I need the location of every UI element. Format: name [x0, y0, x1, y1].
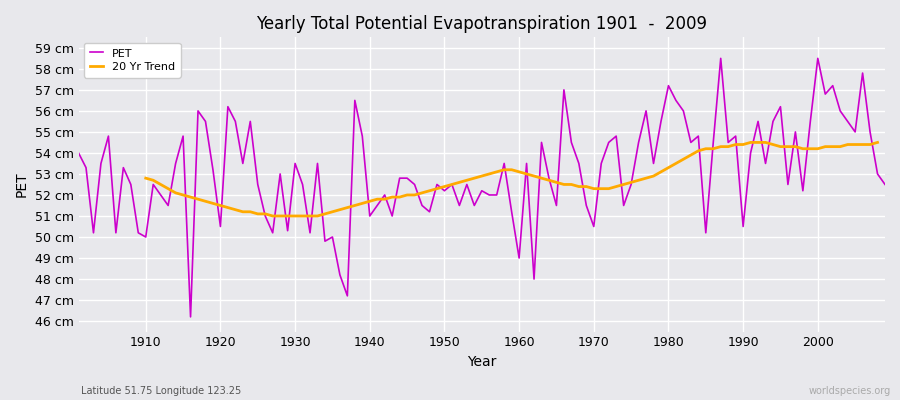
Text: worldspecies.org: worldspecies.org	[809, 386, 891, 396]
20 Yr Trend	[745, 140, 756, 145]
PET	[349, 98, 360, 103]
20 Yr Trend	[372, 197, 382, 202]
20 Yr Trend	[723, 144, 734, 149]
20 Yr Trend	[342, 205, 353, 210]
Line: 20 Yr Trend: 20 Yr Trend	[146, 142, 878, 216]
Text: Latitude 51.75 Longitude 123.25: Latitude 51.75 Longitude 123.25	[81, 386, 241, 396]
PET	[133, 230, 144, 235]
PET	[514, 256, 525, 260]
PET	[73, 150, 84, 155]
20 Yr Trend	[514, 170, 525, 174]
20 Yr Trend	[320, 212, 330, 216]
X-axis label: Year: Year	[467, 355, 497, 369]
PET	[879, 182, 890, 187]
PET	[716, 56, 726, 61]
Legend: PET, 20 Yr Trend: PET, 20 Yr Trend	[84, 43, 181, 78]
20 Yr Trend	[267, 214, 278, 218]
20 Yr Trend	[140, 176, 151, 180]
PET	[304, 230, 315, 235]
PET	[611, 134, 622, 138]
Y-axis label: PET: PET	[15, 172, 29, 197]
PET	[521, 161, 532, 166]
20 Yr Trend	[872, 140, 883, 145]
Title: Yearly Total Potential Evapotranspiration 1901  -  2009: Yearly Total Potential Evapotranspiratio…	[256, 15, 707, 33]
PET	[185, 314, 196, 319]
Line: PET: PET	[78, 58, 885, 317]
20 Yr Trend	[536, 176, 547, 180]
